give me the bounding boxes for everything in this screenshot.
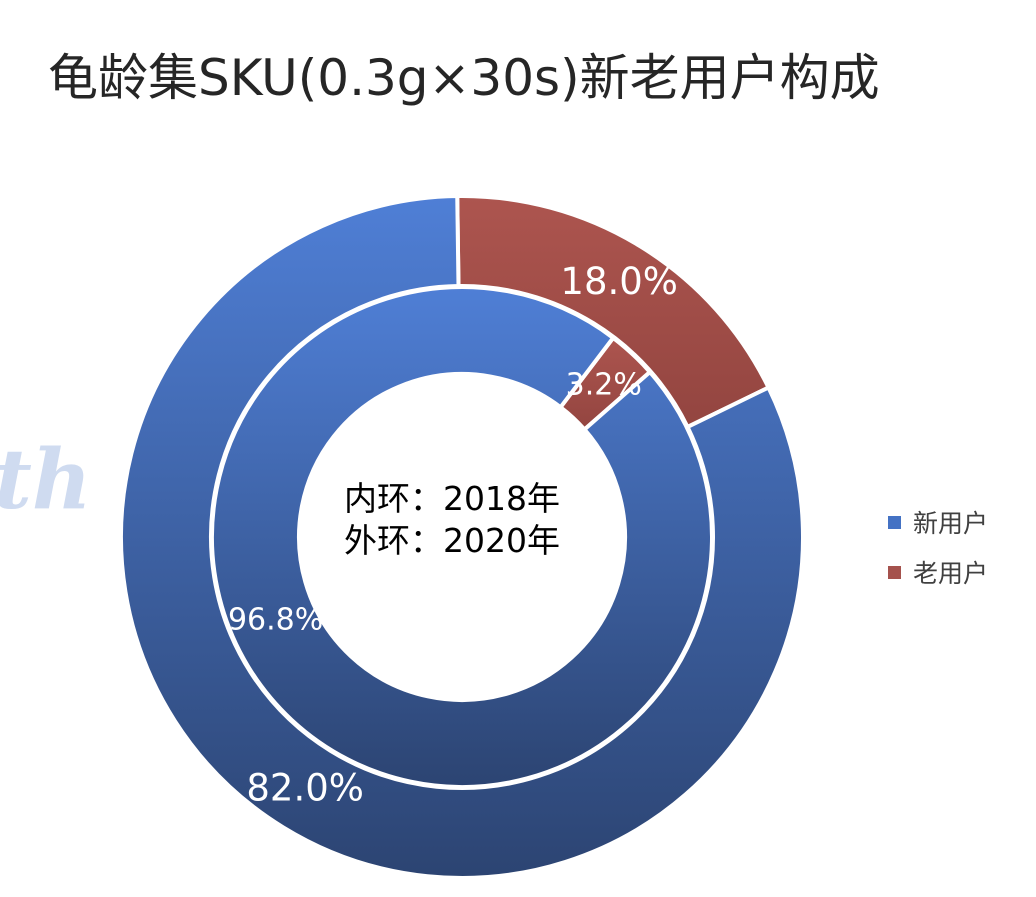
chart-title: 龟龄集SKU(0.3g×30s)新老用户构成 xyxy=(48,49,880,107)
legend-swatch-new-users xyxy=(888,515,901,529)
outer-ring-label-old-users: 18.0% xyxy=(560,260,678,303)
inner-ring-label-old-users: 3.2% xyxy=(566,367,642,402)
watermark: th xyxy=(0,432,92,528)
inner-ring-label-new-users: 96.8% xyxy=(228,602,323,637)
legend-label-old-users: 老用户 xyxy=(913,559,989,588)
legend: 新用户 老用户 xyxy=(888,497,988,597)
outer-ring-slice-new-users xyxy=(119,194,805,880)
outer-ring-label-new-users: 82.0% xyxy=(246,767,364,810)
legend-label-new-users: 新用户 xyxy=(913,509,989,538)
legend-item-new-users: 新用户 xyxy=(888,497,988,547)
legend-item-old-users: 老用户 xyxy=(888,547,988,597)
center-label-inner: 内环：2018年 xyxy=(344,479,560,518)
legend-swatch-old-users xyxy=(888,565,901,579)
center-label-outer: 外环：2020年 xyxy=(344,521,560,560)
